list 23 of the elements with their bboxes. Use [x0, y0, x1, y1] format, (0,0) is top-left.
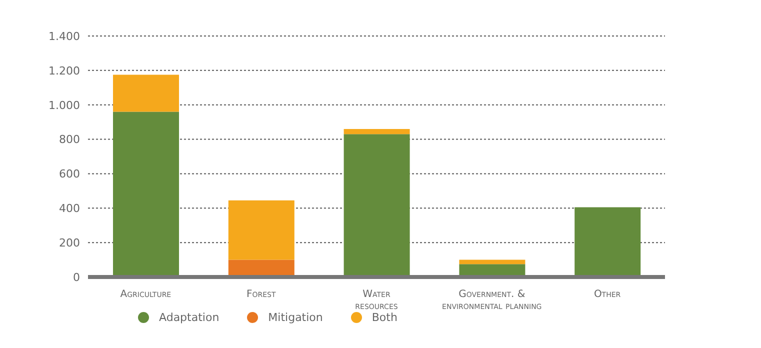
y-tick-label: 800	[59, 133, 80, 146]
y-tick-label: 200	[59, 236, 80, 250]
legend-label: Adaptation	[158, 311, 220, 324]
bar	[344, 134, 410, 277]
x-tick-label: Agriculture	[120, 289, 172, 300]
legend-label: Both	[370, 311, 398, 324]
legend-label: Mitigation	[267, 311, 323, 324]
bar	[574, 207, 641, 277]
y-tick-label: 1.000	[48, 98, 80, 112]
bar	[344, 128, 410, 134]
y-tick-label: 0	[73, 270, 80, 284]
x-tick-label: Water resources	[355, 289, 398, 312]
bar	[228, 200, 294, 260]
x-tick-label: Forest	[246, 289, 276, 300]
y-tick-label: 1.200	[48, 64, 80, 78]
y-tick-label: 600	[59, 168, 80, 181]
bar	[459, 260, 526, 264]
y-tick-label: 1.400	[48, 30, 80, 43]
y-tick-label: 400	[59, 202, 80, 216]
bar	[113, 112, 179, 277]
x-tick-label: Other	[594, 289, 621, 300]
bar	[113, 74, 179, 112]
x-tick-label: Government. & environmental planning	[442, 289, 542, 312]
